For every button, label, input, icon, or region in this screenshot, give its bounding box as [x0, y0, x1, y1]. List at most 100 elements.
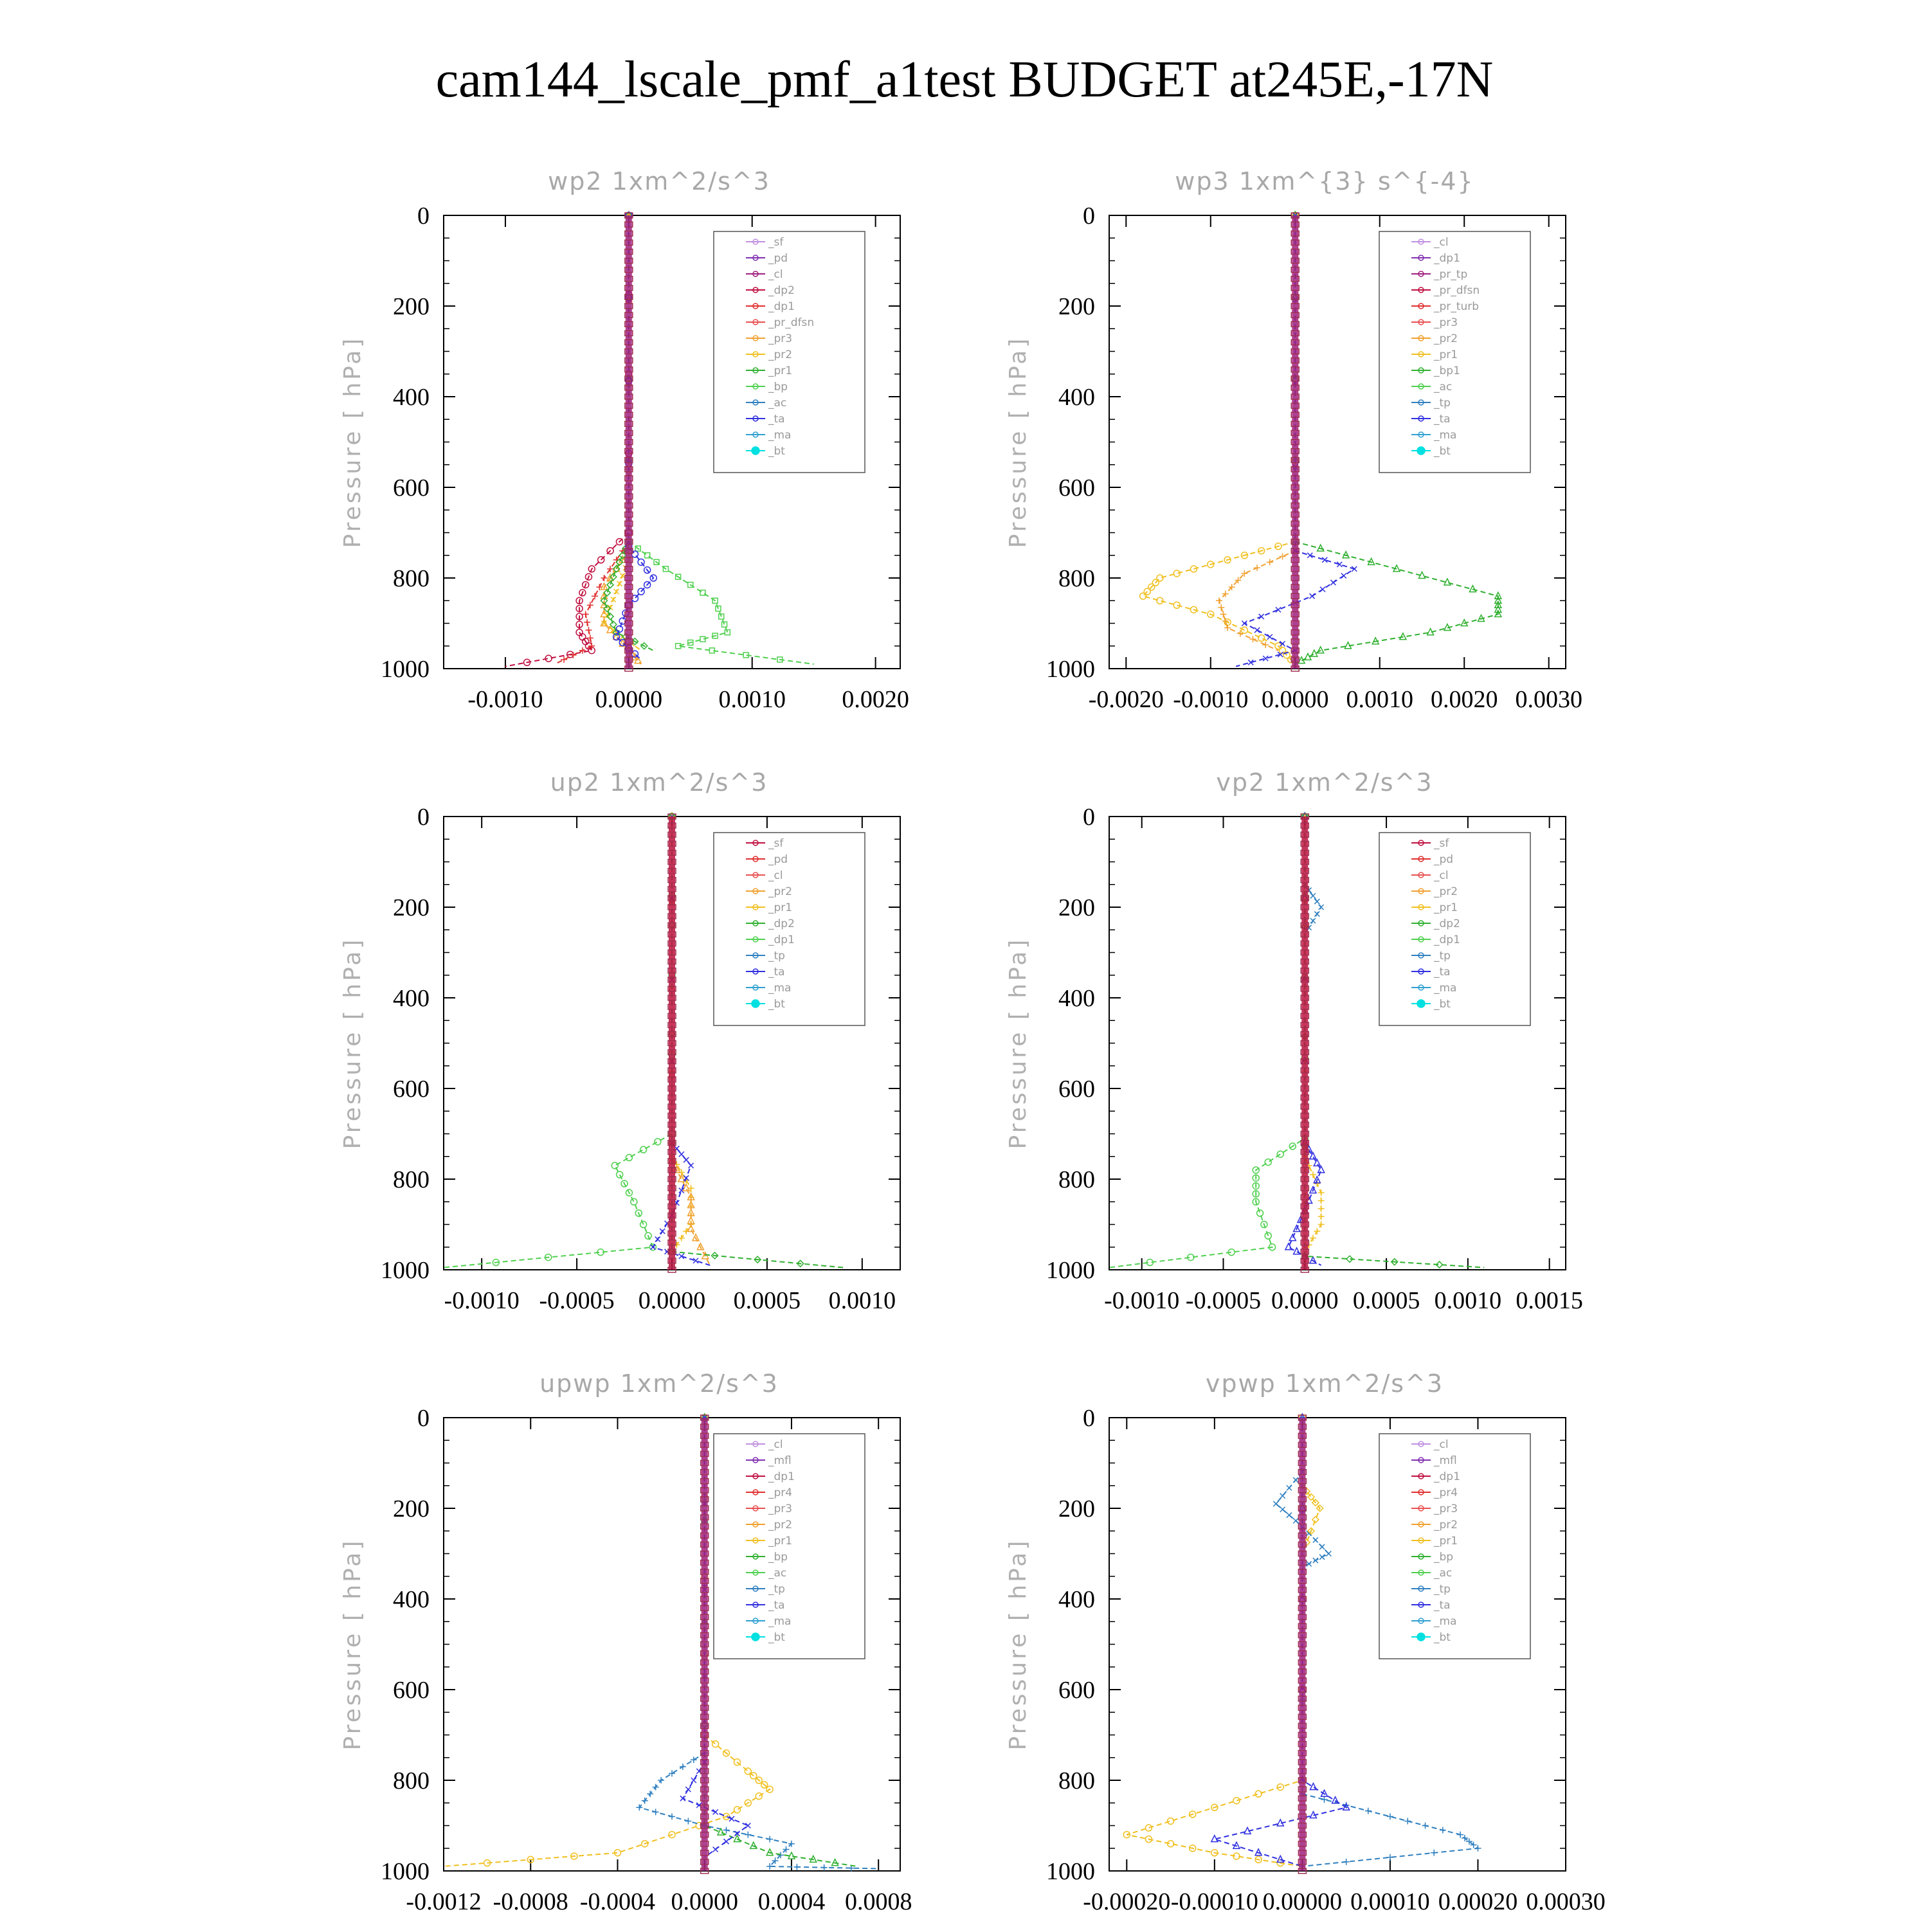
- data-point: [667, 1148, 676, 1155]
- data-point: [1300, 1258, 1310, 1264]
- data-point: [624, 339, 633, 346]
- data-point: [777, 656, 783, 663]
- data-point: [1278, 647, 1287, 655]
- data-point: [1291, 575, 1300, 581]
- legend-marker: [1418, 920, 1424, 926]
- data-point: [1276, 1150, 1284, 1158]
- data-point: [584, 618, 591, 626]
- data-point: [1218, 604, 1225, 611]
- data-point: [700, 1822, 709, 1829]
- data-point: [624, 266, 633, 273]
- data-point: [1343, 1858, 1350, 1865]
- data-point: [584, 573, 593, 581]
- legend-entry: _pr1: [768, 1535, 792, 1548]
- x-tick-label: 0.0005: [1353, 1287, 1420, 1314]
- x-tick-label: 0.0005: [734, 1287, 801, 1314]
- data-point: [624, 520, 633, 527]
- data-point: [624, 257, 633, 264]
- data-point: [1268, 1243, 1276, 1251]
- data-point: [597, 1248, 604, 1256]
- series-line-dp2: [505, 215, 629, 667]
- data-point: [1262, 655, 1269, 662]
- data-point: [667, 840, 676, 847]
- data-point: [624, 375, 633, 382]
- data-point: [624, 348, 633, 355]
- legend-marker: [1418, 1457, 1424, 1463]
- data-point: [588, 565, 596, 573]
- legend-entry: _ta: [768, 966, 785, 979]
- data-point: [545, 655, 552, 662]
- data-point: [669, 1770, 675, 1777]
- data-point: [606, 546, 614, 555]
- data-point: [1298, 1650, 1307, 1657]
- data-point: [1291, 566, 1300, 572]
- data-point: [1316, 1504, 1324, 1513]
- data-point: [1303, 652, 1312, 661]
- data-point: [1298, 1722, 1307, 1729]
- data-point: [586, 635, 593, 642]
- data-point: [625, 1189, 633, 1196]
- legend-box: [1379, 231, 1531, 473]
- data-point: [765, 1848, 774, 1856]
- legend-entry: _dp1: [768, 1470, 795, 1483]
- data-point: [647, 1791, 654, 1798]
- data-point: [624, 366, 633, 373]
- data-point: [1341, 550, 1350, 559]
- data-point: [1300, 1267, 1310, 1273]
- legend-marker: [751, 1632, 760, 1641]
- data-point: [667, 1203, 676, 1210]
- legend-marker: [1418, 856, 1424, 862]
- data-point: [609, 620, 617, 629]
- data-point: [1474, 1845, 1481, 1852]
- legend-marker: [1418, 888, 1424, 894]
- data-point: [1317, 1165, 1325, 1173]
- legend-entry: _ta: [1433, 1599, 1451, 1612]
- data-point: [667, 995, 676, 1001]
- data-point: [1236, 630, 1244, 637]
- series-line-ta: [1212, 1418, 1348, 1867]
- x-tick-label: 0.0010: [718, 686, 786, 713]
- legend-entry: _mfl: [768, 1454, 792, 1467]
- data-point: [1298, 1550, 1307, 1557]
- data-point: [667, 1076, 676, 1083]
- data-point: [1300, 1094, 1310, 1101]
- data-point: [712, 1809, 719, 1815]
- data-point: [1187, 1253, 1195, 1261]
- data-point: [1298, 1423, 1307, 1430]
- data-point: [667, 886, 676, 892]
- data-point: [1300, 858, 1310, 865]
- data-point: [655, 1236, 661, 1242]
- data-point: [1247, 659, 1254, 665]
- legend-entry: _pr_dfsn: [1433, 284, 1480, 297]
- data-point: [1298, 1777, 1307, 1783]
- data-point: [1300, 1022, 1310, 1029]
- legend-marker: [1418, 1553, 1424, 1560]
- data-point: [687, 1216, 695, 1224]
- legend-entry: _pr3: [1433, 1503, 1458, 1515]
- legend-entry: _ta: [768, 1599, 785, 1612]
- data-point: [624, 575, 633, 581]
- data-point: [687, 1208, 695, 1216]
- data-point: [1300, 931, 1310, 938]
- data-point: [700, 1587, 709, 1593]
- series-line-pr1: [443, 1418, 771, 1867]
- data-point: [1298, 1441, 1307, 1449]
- panel-title: up2 1xm^2/s^3: [550, 768, 768, 797]
- data-point: [1291, 312, 1300, 318]
- data-point: [687, 1200, 695, 1209]
- data-point: [1325, 1550, 1332, 1557]
- data-point: [820, 1864, 828, 1871]
- legend-marker: [1418, 351, 1424, 357]
- legend-entry: _bt: [768, 445, 785, 458]
- data-point: [700, 636, 706, 642]
- data-point: [615, 537, 624, 546]
- y-axis-label: Pressure [ hPa]: [1005, 336, 1031, 548]
- data-point: [1330, 579, 1336, 586]
- data-point: [1291, 248, 1300, 255]
- data-point: [667, 1121, 676, 1128]
- legend-entry: _cl: [768, 1438, 783, 1451]
- data-point: [1276, 1854, 1285, 1863]
- data-point: [1291, 547, 1300, 554]
- data-point: [1318, 1197, 1325, 1204]
- data-point: [1316, 543, 1325, 552]
